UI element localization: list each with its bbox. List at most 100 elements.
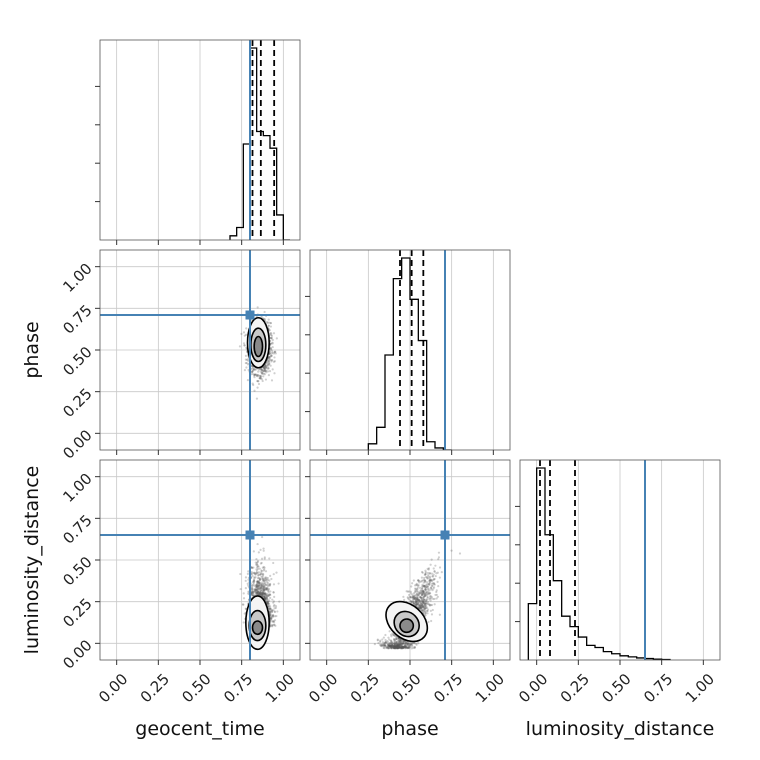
x-tick-label: 0.00 [95,670,131,706]
scatter-point [252,590,255,593]
scatter-point [271,359,274,362]
scatter-point [392,638,396,641]
scatter-point [262,580,266,583]
scatter-point [402,645,406,648]
scatter-point [255,557,258,561]
scatter-point [242,331,246,334]
scatter-point [273,610,277,614]
panel-geocent_time-phase-contour [253,335,264,358]
scatter-point [417,642,420,645]
scatter-point [261,574,265,577]
scatter-point [257,590,260,593]
scatter-point [417,584,420,588]
scatter-point [268,352,271,355]
scatter-point [432,582,435,585]
scatter-point [267,587,270,591]
scatter-point [432,567,435,570]
scatter-point [250,364,253,367]
scatter-point [245,358,249,361]
scatter-point [269,614,272,617]
scatter-point [256,386,259,389]
scatter-point [407,597,410,600]
scatter-point [270,352,274,355]
scatter-point [262,587,265,590]
scatter-point [258,582,261,585]
scatter-point [269,616,272,619]
scatter-point [263,596,266,600]
scatter-point [259,548,262,551]
scatter-point [425,581,429,584]
scatter-point [430,572,433,575]
scatter-point [394,645,398,648]
scatter-point [255,591,259,594]
scatter-point [250,586,253,590]
scatter-point [266,367,269,370]
scatter-point [256,560,259,564]
scatter-point [267,600,270,603]
scatter-point [266,576,269,580]
scatter-point [260,570,264,573]
scatter-point [259,571,263,574]
scatter-point [407,642,410,645]
scatter-point [269,322,272,325]
scatter-point [264,570,268,573]
scatter-point [251,590,254,593]
scatter-point [270,610,273,613]
scatter-point [266,601,269,604]
scatter-point [403,598,406,601]
scatter-point [260,586,263,589]
scatter-point [435,572,438,575]
scatter-point [253,376,256,379]
scatter-point [268,584,271,587]
scatter-point [435,589,438,592]
scatter-point [256,584,260,588]
scatter-point [266,585,270,588]
scatter-point [264,364,267,367]
scatter-point [269,574,272,577]
scatter-point [395,636,398,639]
scatter-point [264,366,268,369]
scatter-point [271,614,274,617]
scatter-point [263,367,266,370]
scatter-point [437,558,440,561]
y-tick-label: 0.25 [59,385,95,421]
scatter-point [262,588,266,592]
scatter-point [263,592,267,595]
scatter-point [426,585,429,588]
scatter-point [256,542,259,546]
scatter-point [257,584,260,587]
hist-geocent_time-grid [116,40,284,240]
scatter-point [272,583,276,586]
scatter-point [257,592,260,595]
scatter-point [269,348,272,351]
scatter-point [422,584,425,587]
scatter-point [256,581,259,584]
scatter-point [259,591,262,594]
scatter-point [253,571,256,574]
scatter-point [397,640,400,643]
scatter-point [436,595,440,598]
scatter-point [263,595,266,599]
scatter-point [262,590,265,593]
scatter-point [251,566,254,570]
scatter-point [265,578,268,581]
scatter-point [261,535,264,539]
scatter-point [409,590,412,593]
scatter-point [244,354,248,357]
scatter-point [420,570,424,574]
scatter-point [420,576,424,579]
scatter-point [257,574,260,577]
x-tick-label: 0.00 [305,670,341,706]
scatter-point [259,593,262,596]
hist-luminosity_distance-grid [536,460,704,660]
panel-geocent_time-phase-truth-marker [245,310,255,320]
y-axis-label-luminosity_distance: luminosity_distance [21,466,43,655]
scatter-point [267,324,270,327]
scatter-point [381,644,385,647]
scatter-point [396,646,399,649]
scatter-point [379,639,382,642]
scatter-point [430,613,434,616]
scatter-point [253,373,256,376]
scatter-point [262,577,265,580]
scatter-point [262,366,265,369]
